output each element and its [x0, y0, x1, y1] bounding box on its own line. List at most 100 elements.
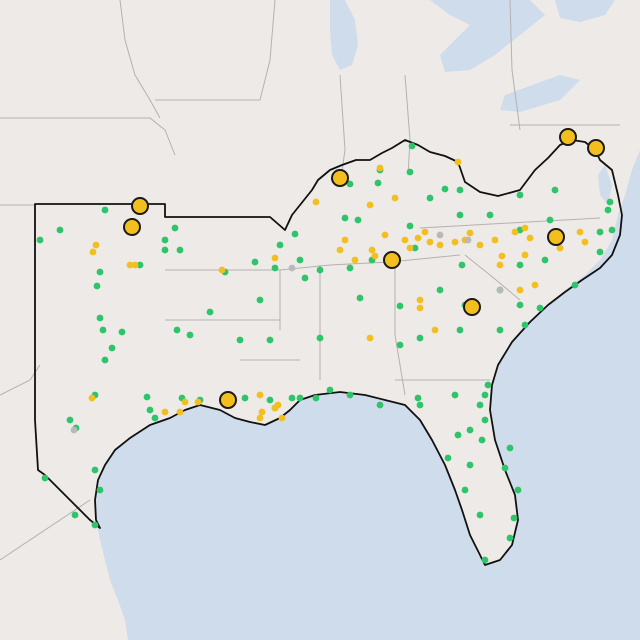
yellow-site-dot [376, 164, 384, 172]
yellow-site-dot [581, 238, 589, 246]
major-site-marker[interactable] [587, 139, 605, 157]
green-site-dot [406, 222, 414, 230]
green-site-dot [241, 394, 249, 402]
green-site-dot [486, 211, 494, 219]
green-site-dot [91, 521, 99, 529]
green-site-dot [108, 344, 116, 352]
lake-huron-erie [430, 0, 545, 72]
yellow-site-dot [256, 414, 264, 422]
yellow-site-dot [381, 231, 389, 239]
green-site-dot [251, 258, 259, 266]
yellow-site-dot [341, 236, 349, 244]
gray-site-dot [436, 231, 444, 239]
green-site-dot [466, 461, 474, 469]
yellow-site-dot [421, 228, 429, 236]
green-site-dot [551, 186, 559, 194]
green-site-dot [396, 302, 404, 310]
yellow-site-layer [88, 158, 589, 422]
lake-michigan [330, 0, 358, 70]
yellow-site-dot [258, 408, 266, 416]
yellow-site-dot [466, 229, 474, 237]
green-site-dot [456, 211, 464, 219]
green-site-dot [356, 294, 364, 302]
yellow-site-dot [531, 281, 539, 289]
green-site-dot [406, 168, 414, 176]
major-site-marker[interactable] [131, 197, 149, 215]
yellow-site-dot [496, 261, 504, 269]
green-site-dot [118, 328, 126, 336]
yellow-site-dot [476, 241, 484, 249]
yellow-site-dot [278, 414, 286, 422]
yellow-site-dot [414, 234, 422, 242]
green-site-dot [41, 474, 49, 482]
green-site-dot [288, 394, 296, 402]
green-site-dot [444, 454, 452, 462]
green-site-dot [411, 244, 419, 252]
green-site-dot [596, 248, 604, 256]
yellow-site-dot [131, 261, 139, 269]
green-site-dot [316, 334, 324, 342]
green-site-dot [99, 326, 107, 334]
green-site-dot [456, 326, 464, 334]
yellow-site-dot [181, 398, 189, 406]
major-site-marker[interactable] [463, 298, 481, 316]
green-site-dot [101, 206, 109, 214]
green-site-dot [291, 230, 299, 238]
major-site-marker[interactable] [559, 128, 577, 146]
yellow-site-dot [576, 228, 584, 236]
green-site-dot [456, 186, 464, 194]
green-site-dot [476, 401, 484, 409]
green-site-dot [276, 241, 284, 249]
green-site-dot [354, 216, 362, 224]
major-site-marker[interactable] [331, 169, 349, 187]
green-site-dot [441, 185, 449, 193]
yellow-site-dot [556, 244, 564, 252]
yellow-site-dot [312, 198, 320, 206]
green-site-dot [101, 356, 109, 364]
yellow-site-dot [416, 296, 424, 304]
yellow-site-dot [271, 254, 279, 262]
yellow-site-dot [498, 252, 506, 260]
green-site-dot [496, 326, 504, 334]
green-site-dot [501, 464, 509, 472]
yellow-site-dot [451, 238, 459, 246]
green-site-dot [604, 206, 612, 214]
green-site-dot [506, 534, 514, 542]
green-site-dot [514, 486, 522, 494]
yellow-site-dot [491, 236, 499, 244]
chesapeake-bay [598, 165, 612, 205]
green-site-dot [143, 393, 151, 401]
major-site-marker[interactable] [123, 218, 141, 236]
gray-site-dot [288, 264, 296, 272]
green-site-dot [171, 224, 179, 232]
green-site-dot [484, 381, 492, 389]
green-site-dot [136, 261, 144, 269]
major-site-marker[interactable] [219, 391, 237, 409]
service-region-outline [34, 139, 623, 566]
green-site-dot [296, 394, 304, 402]
green-site-layer [36, 142, 616, 564]
yellow-site-dot [526, 234, 534, 242]
yellow-site-dot [401, 236, 409, 244]
green-site-dot [506, 444, 514, 452]
green-site-dot [96, 486, 104, 494]
yellow-site-dot [161, 408, 169, 416]
green-site-dot [516, 191, 524, 199]
green-site-dot [186, 331, 194, 339]
green-site-dot [312, 394, 320, 402]
green-site-dot [376, 401, 384, 409]
yellow-site-dot [218, 266, 226, 274]
major-site-marker[interactable] [547, 228, 565, 246]
major-site-marker[interactable] [383, 251, 401, 269]
green-site-dot [436, 286, 444, 294]
green-site-dot [414, 394, 422, 402]
green-site-dot [176, 246, 184, 254]
gray-site-dot [464, 236, 472, 244]
yellow-site-dot [516, 286, 524, 294]
green-site-dot [481, 556, 489, 564]
green-site-dot [516, 301, 524, 309]
state-boundaries [0, 0, 620, 561]
green-site-dot [466, 426, 474, 434]
yellow-site-dot [366, 201, 374, 209]
